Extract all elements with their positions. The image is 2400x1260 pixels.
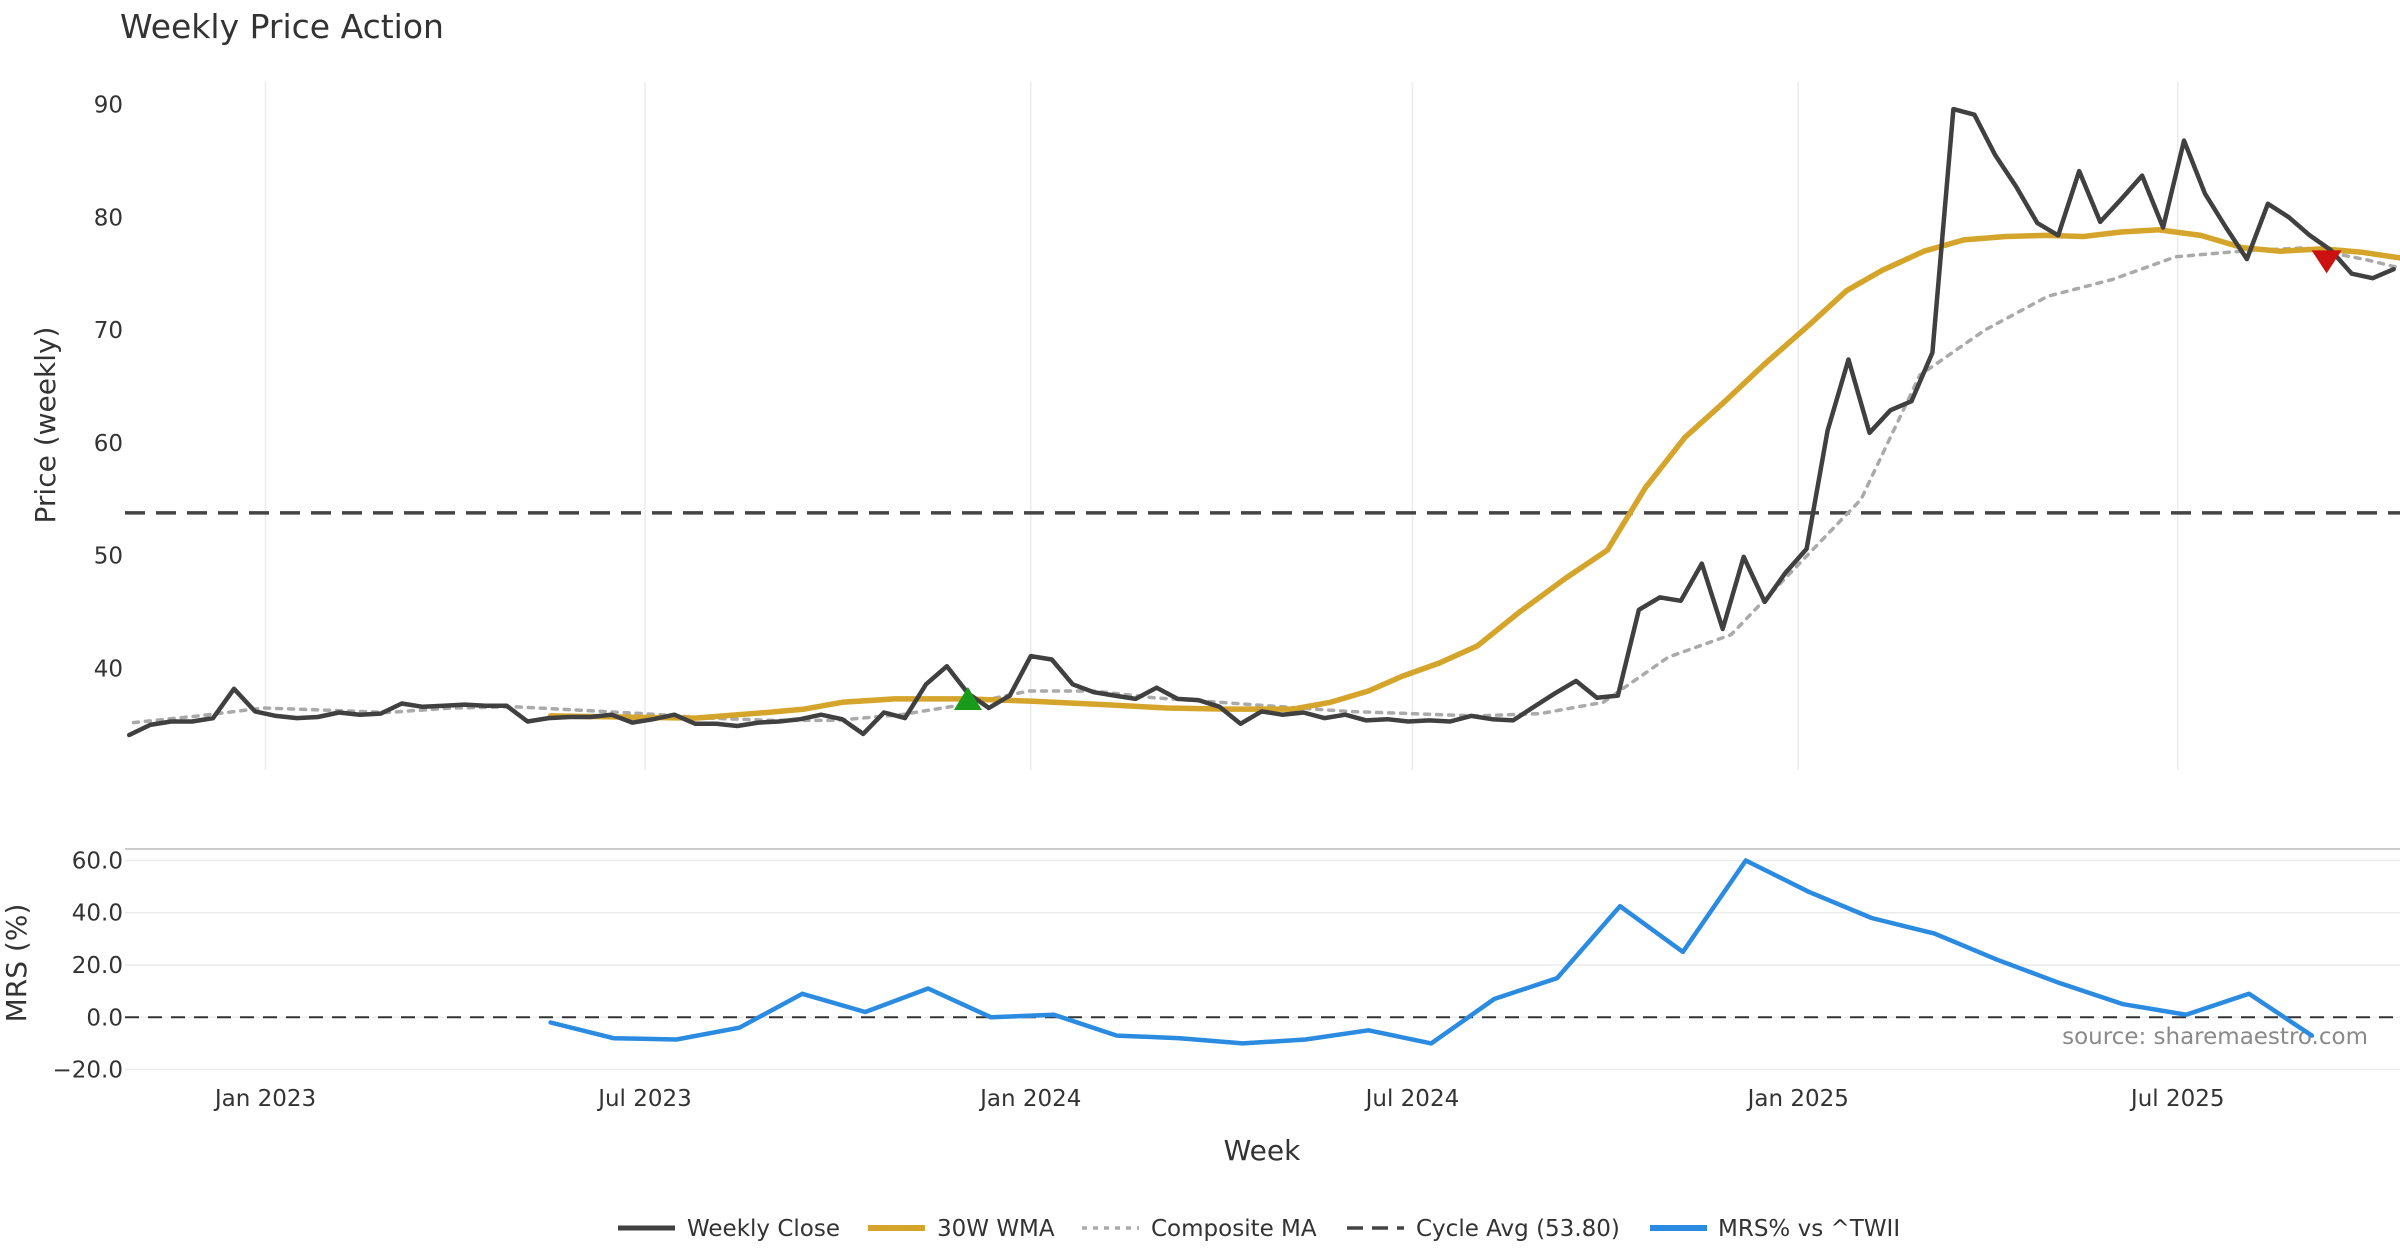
tick-layer: Jan 2023 Jul 2023 Jan 2024 Jul 2024 Jan 2025… [53, 93, 2225, 1112]
mrs-y-tick-label: 60.0 [72, 848, 123, 874]
x-tick-label: Jan 2024 [978, 1086, 1081, 1112]
mrs-line [548, 858, 2315, 1046]
legend-wma-label: 30W WMA [937, 1216, 1055, 1242]
legend-weekly-close-label: Weekly Close [687, 1216, 840, 1242]
series-layer [125, 106, 2400, 1046]
composite-ma-line [131, 246, 2400, 725]
price-y-tick-label: 60 [94, 431, 123, 457]
wma-line [547, 227, 2400, 721]
x-axis-label: Week [1224, 1134, 1301, 1167]
mrs-y-tick-label: 20.0 [72, 953, 123, 979]
legend-mrs-label: MRS% vs ^TWII [1718, 1216, 1900, 1242]
mrs-y-tick-label: 40.0 [72, 901, 123, 927]
mrs-y-axis-label: MRS (%) [0, 904, 33, 1023]
x-tick-label: Jan 2023 [213, 1086, 316, 1112]
mrs-y-tick-label: −20.0 [53, 1058, 123, 1084]
price-y-tick-label: 70 [94, 318, 123, 344]
x-tick-label: Jul 2023 [596, 1086, 692, 1112]
x-tick-label: Jan 2025 [1746, 1086, 1849, 1112]
legend-composite-ma-label: Composite MA [1151, 1216, 1317, 1242]
x-tick-label: Jul 2024 [1364, 1086, 1460, 1112]
sell-signal-marker [2311, 250, 2342, 274]
price-y-tick-label: 50 [94, 544, 123, 570]
source-note: source: sharemaestro.com [2062, 1024, 2368, 1050]
price-y-tick-label: 40 [94, 656, 123, 682]
grid-layer [125, 82, 2400, 1071]
buy-signal-marker [953, 686, 982, 710]
chart-title: Weekly Price Action [120, 7, 444, 46]
price-y-tick-label: 80 [94, 205, 123, 231]
price-y-axis-label: Price (weekly) [29, 327, 62, 524]
weekly-close-line [126, 106, 2396, 738]
legend-cycle-avg-label: Cycle Avg (53.80) [1416, 1216, 1620, 1242]
price-y-tick-label: 90 [94, 93, 123, 119]
x-tick-label: Jul 2025 [2129, 1086, 2225, 1112]
mrs-y-tick-label: 0.0 [86, 1005, 123, 1031]
legend: Weekly Close 30W WMA Composite MA Cycle Avg… [618, 1216, 1900, 1242]
